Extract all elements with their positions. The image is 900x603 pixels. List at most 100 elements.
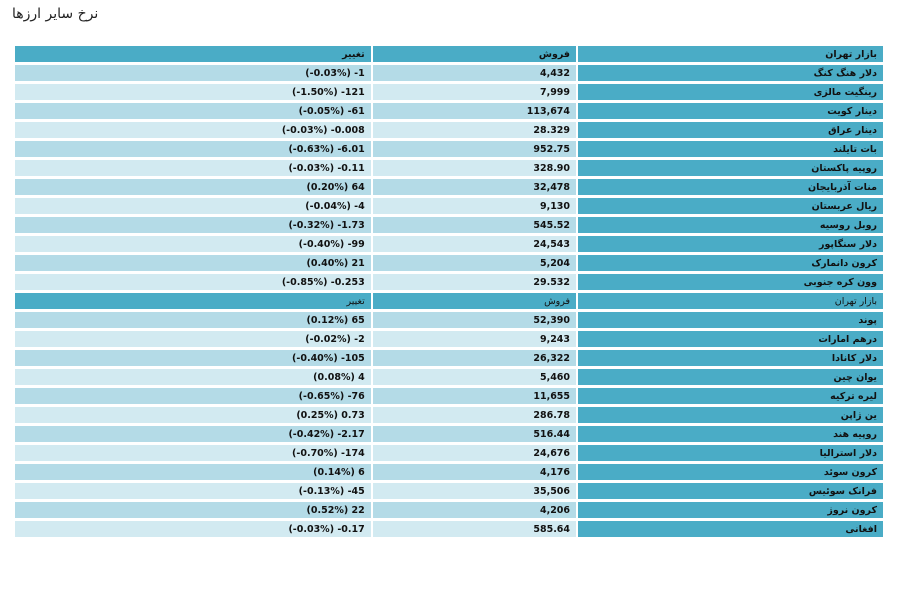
currency-name-cell: منات آذربایجان <box>578 179 883 195</box>
change-cell: 0.253- (0.85%-) <box>15 274 371 290</box>
table-row: 21 (0.40%) 5,204 کرون دانمارک <box>15 255 883 271</box>
change-cell: 6 (0.14%) <box>15 464 371 480</box>
currency-name-cell: دلار سنگاپور <box>578 236 883 252</box>
change-cell: 22 (0.52%) <box>15 502 371 518</box>
table-row: 45- (0.13%-) 35,506 فرانک سوئیس <box>15 483 883 499</box>
change-cell: 4 (0.08%) <box>15 369 371 385</box>
change-cell: 0.73 (0.25%) <box>15 407 371 423</box>
sell-price-cell: 545.52 <box>372 217 577 233</box>
table-row: 0.253- (0.85%-) 29.532 وون کره جنوبی <box>15 274 883 290</box>
table-row: 1- (0.03%-) 4,432 دلار هنگ کنگ <box>15 65 883 81</box>
table-row: 0.17- (0.03%-) 585.64 افغانی <box>15 521 883 537</box>
change-cell: 1- (0.03%-) <box>15 65 371 81</box>
table-row: 2- (0.02%-) 9,243 درهم امارات <box>15 331 883 347</box>
currency-name-cell: درهم امارات <box>578 331 883 347</box>
header-market: بازار تهران <box>578 293 883 309</box>
currency-name-cell: دینار عراق <box>578 122 883 138</box>
sell-price-cell: 516.44 <box>372 426 577 442</box>
change-cell: 99- (0.40%-) <box>15 236 371 252</box>
sell-price-cell: 7,999 <box>372 84 577 100</box>
table-row: 99- (0.40%-) 24,543 دلار سنگاپور <box>15 236 883 252</box>
currency-rates-body: تغییر فروش بازار تهران 1- (0.03%-) 4,432 دلار… <box>15 46 883 537</box>
sell-price-cell: 9,130 <box>372 198 577 214</box>
currency-name-cell: وون کره جنوبی <box>578 274 883 290</box>
table-row: 6 (0.14%) 4,176 کرون سوئد <box>15 464 883 480</box>
table-row: 22 (0.52%) 4,206 کرون نروژ <box>15 502 883 518</box>
sell-price-cell: 4,176 <box>372 464 577 480</box>
header-change: تغییر <box>15 293 371 309</box>
sell-price-cell: 5,460 <box>372 369 577 385</box>
table-row: 76- (0.65%-) 11,655 لیره ترکیه <box>15 388 883 404</box>
table-row: 61- (0.05%-) 113,674 دینار کویت <box>15 103 883 119</box>
sell-price-cell: 286.78 <box>372 407 577 423</box>
change-cell: 65 (0.12%) <box>15 312 371 328</box>
table-row: 121- (1.50%-) 7,999 رینگیت مالزی <box>15 84 883 100</box>
currency-name-cell: لیره ترکیه <box>578 388 883 404</box>
change-cell: 76- (0.65%-) <box>15 388 371 404</box>
header-sell: فروش <box>372 46 577 62</box>
header-change: تغییر <box>15 46 371 62</box>
sell-price-cell: 952.75 <box>372 141 577 157</box>
sell-price-cell: 52,390 <box>372 312 577 328</box>
change-cell: 0.17- (0.03%-) <box>15 521 371 537</box>
table-row: 64 (0.20%) 32,478 منات آذربایجان <box>15 179 883 195</box>
currency-name-cell: دلار کانادا <box>578 350 883 366</box>
table-header-row: تغییر فروش بازار تهران <box>15 293 883 309</box>
currency-name-cell: یوان چین <box>578 369 883 385</box>
sell-price-cell: 11,655 <box>372 388 577 404</box>
sell-price-cell: 4,206 <box>372 502 577 518</box>
table-row: 1.73- (0.32%-) 545.52 روبل روسیه <box>15 217 883 233</box>
currency-name-cell: روبل روسیه <box>578 217 883 233</box>
change-cell: 4- (0.04%-) <box>15 198 371 214</box>
currency-name-cell: افغانی <box>578 521 883 537</box>
table-row: 174- (0.70%-) 24,676 دلار استرالیا <box>15 445 883 461</box>
sell-price-cell: 24,676 <box>372 445 577 461</box>
change-cell: 2- (0.02%-) <box>15 331 371 347</box>
change-cell: 6.01- (0.63%-) <box>15 141 371 157</box>
change-cell: 174- (0.70%-) <box>15 445 371 461</box>
table-row: 65 (0.12%) 52,390 پوند <box>15 312 883 328</box>
change-cell: 1.73- (0.32%-) <box>15 217 371 233</box>
table-row: 0.73 (0.25%) 286.78 ین ژاپن <box>15 407 883 423</box>
header-sell: فروش <box>372 293 577 309</box>
page-title: نرخ سایر ارزها <box>12 6 99 22</box>
currency-name-cell: ین ژاپن <box>578 407 883 423</box>
sell-price-cell: 113,674 <box>372 103 577 119</box>
change-cell: 21 (0.40%) <box>15 255 371 271</box>
currency-name-cell: رینگیت مالزی <box>578 84 883 100</box>
sell-price-cell: 9,243 <box>372 331 577 347</box>
sell-price-cell: 35,506 <box>372 483 577 499</box>
sell-price-cell: 28.329 <box>372 122 577 138</box>
currency-name-cell: دلار استرالیا <box>578 445 883 461</box>
currency-name-cell: پوند <box>578 312 883 328</box>
table-row: 105- (0.40%-) 26,322 دلار کانادا <box>15 350 883 366</box>
table-header-row: تغییر فروش بازار تهران <box>15 46 883 62</box>
change-cell: 121- (1.50%-) <box>15 84 371 100</box>
currency-name-cell: فرانک سوئیس <box>578 483 883 499</box>
sell-price-cell: 29.532 <box>372 274 577 290</box>
currency-name-cell: ریال عربستان <box>578 198 883 214</box>
sell-price-cell: 585.64 <box>372 521 577 537</box>
currency-name-cell: کرون نروژ <box>578 502 883 518</box>
change-cell: 2.17- (0.42%-) <box>15 426 371 442</box>
sell-price-cell: 32,478 <box>372 179 577 195</box>
table-row: 2.17- (0.42%-) 516.44 روپیه هند <box>15 426 883 442</box>
currency-name-cell: دلار هنگ کنگ <box>578 65 883 81</box>
currency-name-cell: روپیه پاکستان <box>578 160 883 176</box>
table-row: 6.01- (0.63%-) 952.75 بات تایلند <box>15 141 883 157</box>
change-cell: 45- (0.13%-) <box>15 483 371 499</box>
currency-name-cell: کرون دانمارک <box>578 255 883 271</box>
sell-price-cell: 24,543 <box>372 236 577 252</box>
sell-price-cell: 26,322 <box>372 350 577 366</box>
currency-name-cell: دینار کویت <box>578 103 883 119</box>
currency-name-cell: بات تایلند <box>578 141 883 157</box>
change-cell: 0.008- (0.03%-) <box>15 122 371 138</box>
sell-price-cell: 5,204 <box>372 255 577 271</box>
table-row: 0.11- (0.03%-) 328.90 روپیه پاکستان <box>15 160 883 176</box>
change-cell: 105- (0.40%-) <box>15 350 371 366</box>
change-cell: 0.11- (0.03%-) <box>15 160 371 176</box>
header-market: بازار تهران <box>578 46 883 62</box>
change-cell: 64 (0.20%) <box>15 179 371 195</box>
table-row: 4- (0.04%-) 9,130 ریال عربستان <box>15 198 883 214</box>
currency-rates-table: تغییر فروش بازار تهران 1- (0.03%-) 4,432 دلار… <box>13 43 885 540</box>
